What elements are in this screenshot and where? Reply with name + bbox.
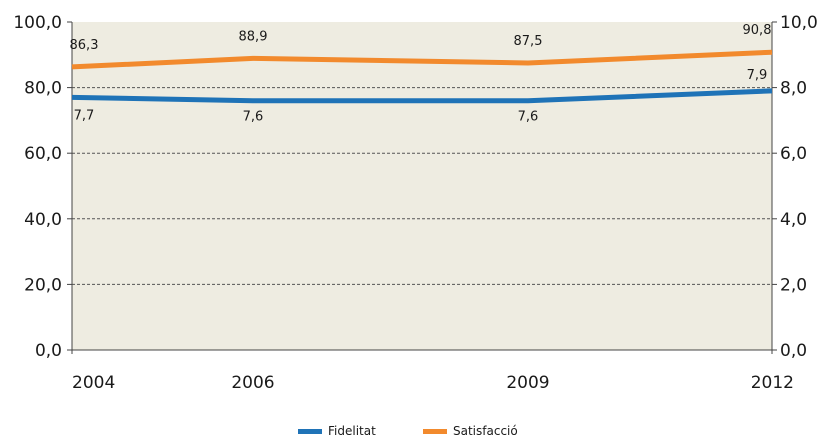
legend-label-satisfaccio: Satisfacció — [453, 424, 518, 438]
right-tick-label: 4,0 — [780, 210, 807, 230]
series-lines — [71, 49, 773, 104]
line-chart: 0,0 20,0 40,0 60,0 80,0 100,0 0,0 2,0 4,0 6,0 8,0… — [13, 13, 818, 393]
x-tick-label: 2006 — [231, 373, 274, 393]
series-line-fidelitat — [71, 88, 773, 104]
plot-area — [72, 22, 772, 350]
right-tick-label: 2,0 — [780, 275, 807, 295]
data-label-satisfaccio: 86,3 — [70, 38, 99, 53]
left-tick-label: 60,0 — [24, 144, 62, 164]
legend-label-fidelitat: Fidelitat — [328, 424, 376, 438]
x-tick-label: 2009 — [506, 373, 549, 393]
right-tick-label: 10,0 — [780, 13, 818, 33]
right-tick-label: 0,0 — [780, 341, 807, 361]
legend-item-satisfaccio: Satisfacció — [423, 424, 518, 438]
data-label-fidelitat: 7,7 — [74, 108, 95, 123]
data-label-satisfaccio: 87,5 — [514, 34, 543, 49]
left-tick-label: 80,0 — [24, 79, 62, 99]
data-label-satisfaccio: 90,8 — [743, 23, 772, 38]
grid-lines — [72, 87, 772, 285]
x-axis-ticks: 2004 2006 2009 2012 — [72, 373, 794, 393]
left-tick-label: 40,0 — [24, 210, 62, 230]
legend-swatch-satisfaccio — [423, 428, 447, 434]
series-line-satisfaccio — [71, 49, 773, 70]
left-tick-label: 20,0 — [24, 275, 62, 295]
right-axis-ticks: 0,0 2,0 4,0 6,0 8,0 10,0 — [780, 13, 818, 361]
left-tick-label: 100,0 — [13, 13, 62, 33]
right-tick-label: 6,0 — [780, 144, 807, 164]
data-label-fidelitat: 7,6 — [518, 110, 539, 125]
data-label-fidelitat: 7,9 — [747, 68, 768, 83]
legend-item-fidelitat: Fidelitat — [298, 424, 376, 438]
data-label-satisfaccio: 88,9 — [239, 29, 268, 44]
left-axis-ticks: 0,0 20,0 40,0 60,0 80,0 100,0 — [13, 13, 62, 361]
x-tick-label: 2004 — [72, 373, 115, 393]
x-tick-label: 2012 — [751, 373, 794, 393]
data-label-fidelitat: 7,6 — [243, 110, 264, 125]
axes — [67, 21, 777, 354]
legend: Fidelitat Satisfacció — [0, 424, 830, 441]
data-labels: 86,3 88,9 87,5 90,8 7,7 7,6 7,6 7,9 — [70, 23, 772, 125]
left-tick-label: 0,0 — [35, 341, 62, 361]
right-tick-label: 8,0 — [780, 79, 807, 99]
legend-swatch-fidelitat — [298, 428, 322, 434]
